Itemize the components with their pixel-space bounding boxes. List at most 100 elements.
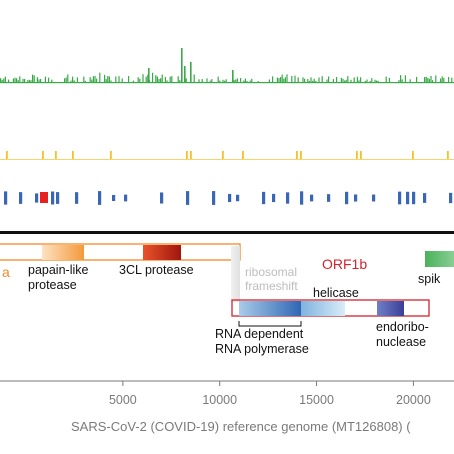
green-peak (283, 78, 285, 82)
green-peak (302, 77, 304, 82)
green-peak (344, 80, 346, 82)
blue-variant-mark (236, 194, 240, 202)
green-peak (64, 78, 66, 82)
green-peak (328, 76, 330, 82)
green-peak (91, 79, 93, 82)
green-peak (304, 78, 306, 82)
green-peak (12, 78, 14, 82)
green-peak (342, 78, 344, 82)
green-peak (160, 78, 162, 82)
green-peak (451, 77, 453, 82)
yellow-variant-mark (300, 151, 302, 159)
green-peak (244, 78, 246, 82)
orf1b-endoribonuclease (377, 301, 404, 316)
green-peak (358, 80, 360, 82)
green-peak (366, 79, 368, 82)
rdrp-label-line2: RNA polymerase (215, 342, 309, 356)
green-peak (409, 79, 411, 82)
blue-variant-mark (345, 191, 349, 205)
green-peak (326, 79, 328, 82)
green-peak (347, 76, 349, 82)
green-peak (416, 76, 418, 82)
green-peak (142, 74, 144, 82)
green-peak (201, 79, 203, 82)
green-peak (51, 79, 53, 82)
green-peak (155, 75, 157, 82)
green-peak (92, 76, 94, 82)
green-peak (89, 77, 91, 82)
yellow-variant-mark (190, 151, 192, 159)
blue-variant-mark (406, 191, 410, 205)
green-peak (356, 76, 358, 82)
green-peak (315, 80, 317, 82)
track-separator (0, 231, 454, 234)
green-peak (17, 80, 19, 82)
green-peak (428, 78, 430, 82)
rdrp-bracket (238, 321, 302, 327)
green-peak (217, 76, 219, 82)
blue-variant-mark (272, 193, 276, 203)
green-peak (16, 78, 18, 82)
spike-region (425, 251, 454, 267)
green-peak (36, 77, 38, 82)
green-peak (22, 78, 24, 82)
green-baseline (0, 82, 454, 84)
green-peak (44, 76, 46, 82)
green-peak (4, 76, 6, 82)
green-peak (166, 80, 168, 82)
blue-variant-mark (51, 191, 55, 205)
green-peak (28, 79, 30, 82)
green-peak (110, 80, 112, 82)
green-peak (332, 79, 334, 82)
yellow-variant-mark (412, 151, 414, 159)
green-peak (73, 80, 75, 82)
green-peak (27, 80, 29, 82)
yellow-variant-mark (356, 151, 358, 159)
green-peak (38, 79, 40, 82)
green-peak (249, 80, 251, 82)
blue-variant-mark (449, 192, 453, 204)
green-peak (48, 77, 50, 82)
green-peak (24, 78, 26, 82)
green-peak (145, 76, 147, 82)
green-peak (376, 80, 378, 82)
orf1b-label: ORF1b (322, 256, 367, 272)
green-peak (181, 48, 183, 82)
orf1a-papain-like-protease (42, 245, 84, 260)
blue-variant-mark (112, 194, 116, 202)
green-peak (377, 80, 379, 82)
endoribonuclease-label-line1: endoribo- (376, 320, 429, 334)
x-axis-tick-label: 20000 (396, 393, 431, 407)
green-peak (70, 80, 72, 82)
red-variant-mark (40, 192, 48, 203)
green-peak (401, 79, 403, 82)
green-peak (206, 78, 208, 82)
green-peak (432, 80, 434, 82)
green-peak (222, 79, 224, 82)
yellow-variant-mark (42, 151, 44, 159)
blue-variant-mark (327, 194, 331, 202)
green-peak (152, 72, 154, 82)
green-peak (440, 78, 442, 82)
blue-variant-mark (286, 192, 290, 204)
green-peak (284, 77, 286, 82)
blue-variant-mark (124, 194, 128, 202)
green-peak (83, 76, 85, 82)
green-peak (14, 77, 16, 82)
green-peak (364, 80, 366, 82)
green-peak (388, 77, 390, 82)
green-peak (104, 74, 106, 82)
blue-variant-mark (228, 193, 232, 203)
endoribonuclease-label-line2: nuclease (376, 335, 426, 349)
green-peak (281, 74, 283, 82)
green-peak (280, 77, 282, 82)
green-peak (108, 76, 110, 82)
3cl-protease-label: 3CL protease (119, 263, 194, 277)
green-peak (225, 79, 227, 82)
yellow-variant-mark (296, 151, 298, 159)
green-peak (211, 79, 213, 82)
yellow-variant-mark (222, 151, 224, 159)
green-peak (233, 80, 235, 82)
green-peak (179, 79, 181, 82)
green-peak (177, 76, 179, 82)
